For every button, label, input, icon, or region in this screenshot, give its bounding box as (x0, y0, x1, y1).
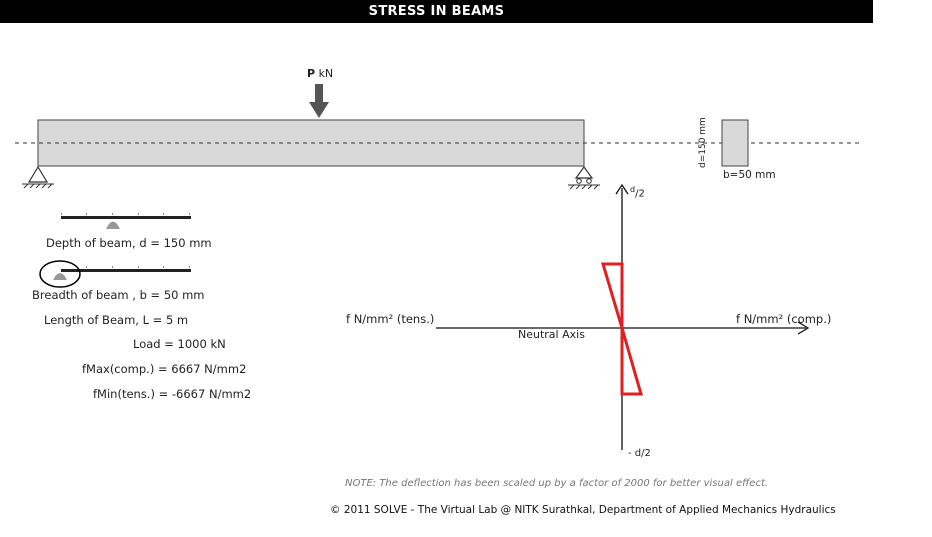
load-value: Load = 1000 kN (133, 337, 226, 351)
roller-support-icon (568, 165, 600, 190)
load-label: P kN (307, 67, 334, 80)
breadth-value: Breadth of beam , b = 50 mm (32, 288, 205, 302)
section-depth-label: d=150 mm (698, 117, 708, 168)
stress-diagram (436, 183, 810, 450)
length-value: Length of Beam, L = 5 m (44, 313, 189, 327)
section-breadth-label: b=50 mm (723, 169, 776, 181)
pin-support-icon (22, 165, 54, 189)
depth-value: Depth of beam, d = 150 mm (46, 236, 212, 250)
neutral-axis-label: Neutral Axis (518, 328, 585, 341)
breadth-slider-handle[interactable] (38, 258, 84, 290)
bottom-half-depth-label: - d/2 (628, 448, 651, 459)
top-half-depth-label: d/2 (630, 185, 645, 200)
stress-distribution-lower (620, 327, 643, 396)
load-arrow-icon[interactable] (309, 84, 329, 118)
depth-slider-track[interactable] (61, 216, 191, 219)
fmax-value: fMax(comp.) = 6667 N/mm2 (82, 362, 247, 376)
fmin-value: fMin(tens.) = -6667 N/mm2 (93, 387, 252, 401)
compression-axis-label: f N/mm² (comp.) (736, 312, 832, 326)
page-title: STRESS IN BEAMS (0, 0, 873, 23)
deflection-note: NOTE: The deflection has been scaled up … (345, 478, 769, 489)
tension-axis-label: f N/mm² (tens.) (346, 312, 435, 326)
depth-slider-handle[interactable] (105, 216, 121, 230)
breadth-slider-track[interactable] (61, 269, 191, 272)
copyright: © 2011 SOLVE - The Virtual Lab @ NITK Su… (330, 504, 836, 516)
stress-distribution (600, 262, 624, 329)
cross-section (721, 119, 749, 167)
